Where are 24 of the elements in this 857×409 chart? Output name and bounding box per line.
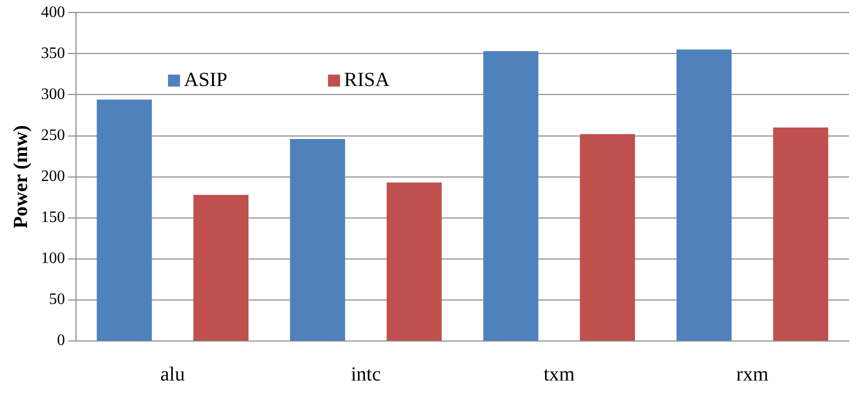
legend-label: RISA	[344, 68, 390, 91]
x-tick-label: intc	[350, 363, 381, 386]
bar	[290, 139, 346, 340]
bar	[386, 182, 442, 340]
bar	[193, 194, 248, 340]
bar	[96, 100, 152, 340]
bar	[580, 134, 635, 340]
y-tick-label: 100	[41, 250, 65, 268]
x-tick-label: alu	[160, 363, 185, 386]
y-tick-label: 200	[41, 168, 65, 186]
y-tick-label: 400	[41, 4, 65, 21]
y-tick-label: 300	[41, 86, 65, 103]
x-tick-label: txm	[544, 363, 576, 386]
y-tick-label: 0	[57, 332, 65, 350]
bar	[773, 128, 828, 340]
x-tick-label: rxm	[736, 363, 769, 386]
y-tick-label: 50	[49, 291, 65, 308]
legend-label: ASIP	[184, 68, 228, 91]
y-tick-label: 150	[41, 209, 65, 226]
bar	[676, 50, 732, 340]
bar	[483, 51, 538, 340]
y-tick-label: 250	[41, 126, 65, 144]
y-tick-label: 350	[41, 44, 65, 62]
y-axis-title: Power (mw)	[10, 125, 32, 229]
